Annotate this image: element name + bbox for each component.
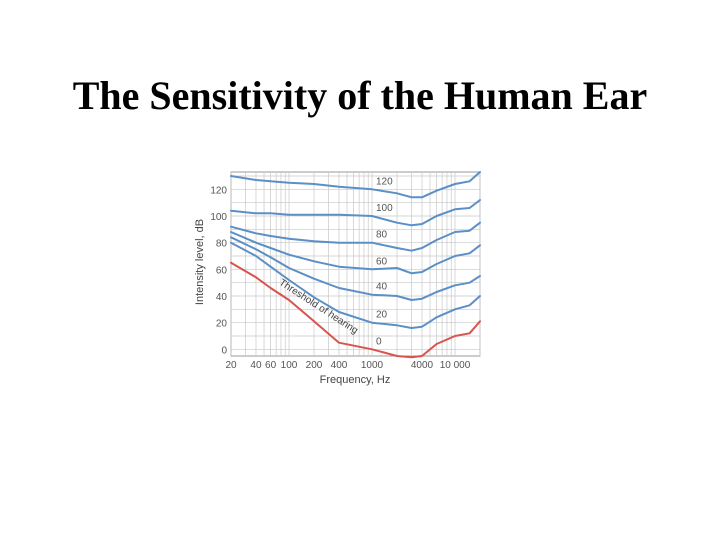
x-tick-label: 60 xyxy=(265,360,277,371)
y-tick-label: 0 xyxy=(221,345,227,356)
y-tick-label: 120 xyxy=(210,185,227,196)
series-label-20: 20 xyxy=(376,310,388,321)
x-tick-label: 10 000 xyxy=(440,360,471,371)
series-line-120 xyxy=(230,171,481,199)
y-tick-label: 40 xyxy=(216,292,228,303)
slide-title: The Sensitivity of the Human Ear xyxy=(72,73,648,118)
x-tick-label: 20 xyxy=(225,360,237,371)
x-tick-label: 200 xyxy=(306,360,323,371)
x-axis-label: Frequency, Hz xyxy=(320,374,391,386)
x-tick-label: 4000 xyxy=(411,360,434,371)
series-line-80 xyxy=(230,221,481,252)
grid xyxy=(230,171,481,357)
x-tick-label: 40 xyxy=(250,360,262,371)
series-line-100 xyxy=(230,199,481,227)
x-tick-label: 100 xyxy=(281,360,298,371)
y-tick-label: 20 xyxy=(216,319,228,330)
series-label-40: 40 xyxy=(376,282,388,293)
x-tick-label: 1000 xyxy=(361,360,384,371)
x-tick-label: 400 xyxy=(331,360,348,371)
series-label-80: 80 xyxy=(376,230,388,241)
series-line-40 xyxy=(230,236,481,301)
series-label-120: 120 xyxy=(376,176,393,187)
series-line-60 xyxy=(230,231,481,275)
y-tick-label: 80 xyxy=(216,239,228,250)
series-line-0 xyxy=(230,261,481,359)
curves xyxy=(230,171,481,359)
series-line-20 xyxy=(230,241,481,329)
y-tick-label: 60 xyxy=(216,265,228,276)
y-tick-label: 100 xyxy=(210,212,227,223)
series-label-0: 0 xyxy=(376,336,382,347)
series-label-100: 100 xyxy=(376,203,393,214)
series-label-60: 60 xyxy=(376,256,388,267)
y-axis-label: Intensity level, dB xyxy=(194,219,206,305)
